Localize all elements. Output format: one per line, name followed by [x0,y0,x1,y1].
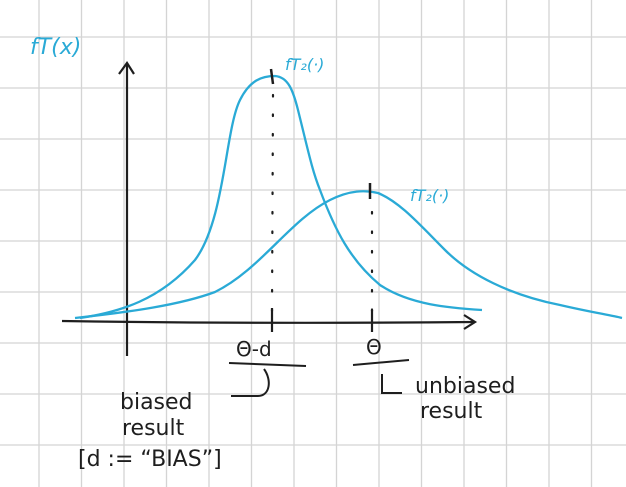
bracket-unbiased [381,374,402,394]
bracket-biased [231,368,270,397]
curve-tall-label: fT₂(·) [285,55,324,74]
x-axis-arrow [463,314,478,330]
underline-biased [228,362,307,367]
underline-unbiased [352,359,410,366]
unbiased-label-line2: result [420,399,483,424]
unbiased-label-line1: unbiased [415,374,515,399]
bias-definition: [d := “BIAS”] [78,447,222,472]
curve-tall-biased [79,74,483,320]
dotted-line-biased [270,93,275,314]
y-axis-label: fT(x) [30,35,81,60]
biased-label-line1: biased [120,390,193,415]
curve-wide-unbiased [74,190,623,320]
curve-wide-label: fT₂(·) [410,186,449,205]
tick-label-biased: Θ-d [236,337,272,361]
x-axis [61,319,475,324]
peak-tick-tall [269,68,275,85]
y-axis-arrow [118,61,135,75]
tick-label-unbiased: Θ [366,335,382,359]
biased-label-line2: result [122,416,185,441]
